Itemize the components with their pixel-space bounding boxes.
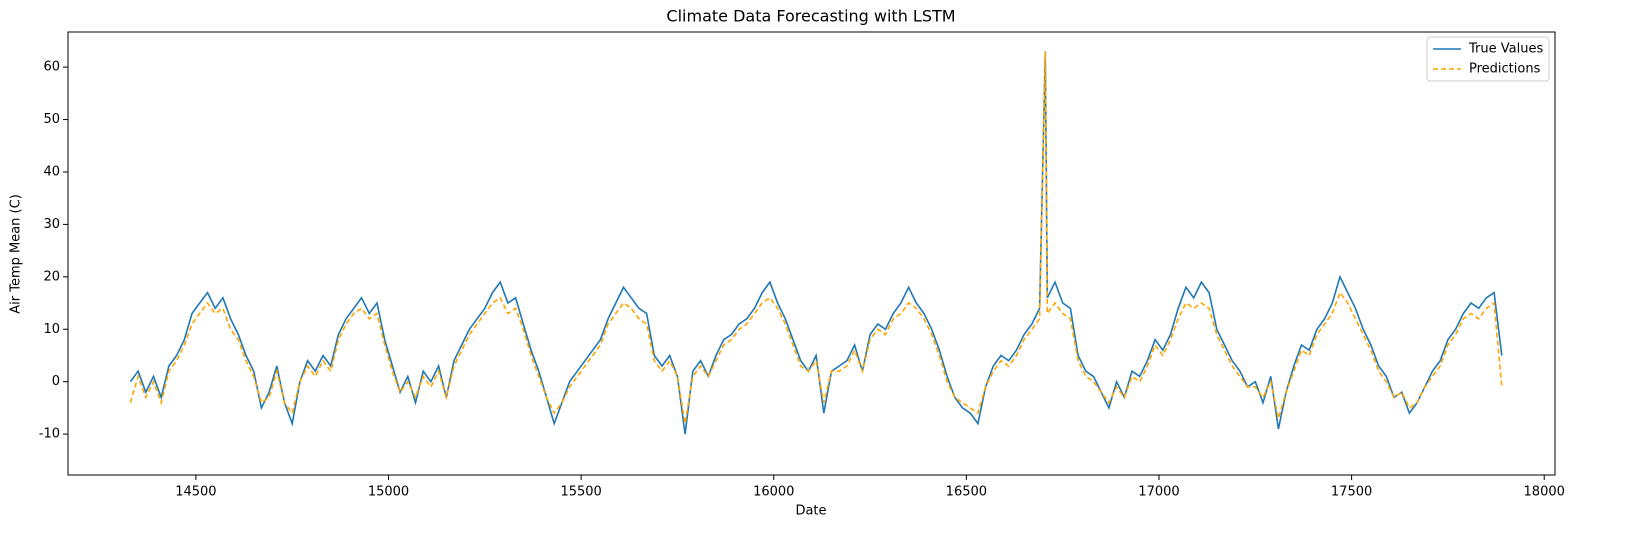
y-tick-label: 30 [43,217,60,232]
y-axis-label: Air Temp Mean (C) [9,194,24,314]
x-tick-label: 15500 [560,485,601,500]
series-line [129,51,1503,435]
series-line [129,51,1503,424]
x-axis-label: Date [795,504,826,519]
x-tick-label: 17500 [1331,485,1372,500]
y-tick-label: 40 [43,164,60,179]
x-tick-label: 16500 [946,485,987,500]
y-tick-label: 0 [52,374,60,389]
y-tick-label: -10 [39,427,60,442]
y-tick-label: 50 [43,112,60,127]
legend-label: True Values [1468,42,1543,57]
legend-box [1426,36,1550,82]
x-tick-label: 17000 [1138,485,1179,500]
y-tick-label: 20 [43,269,60,284]
x-tick-label: 18000 [1524,485,1565,500]
y-tick-label: 60 [43,60,60,75]
chart-title: Climate Data Forecasting with LSTM [666,7,955,26]
x-tick-label: 14500 [175,485,216,500]
plot-frame [67,31,1556,476]
legend-label: Predictions [1469,62,1541,77]
y-tick-label: 10 [43,322,60,337]
x-tick-label: 16000 [753,485,794,500]
x-tick-label: 15000 [368,485,409,500]
